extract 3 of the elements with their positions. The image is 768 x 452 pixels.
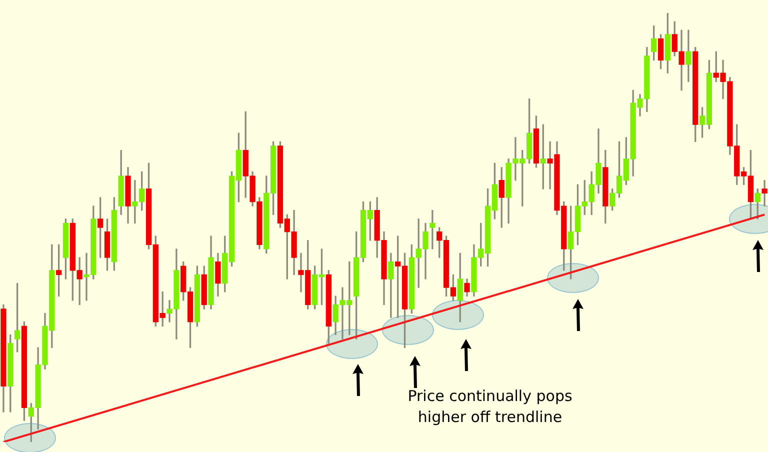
candlestick — [430, 210, 436, 250]
annotation: Price continually pops higher off trendline — [406, 386, 574, 428]
candlestick — [762, 180, 768, 206]
